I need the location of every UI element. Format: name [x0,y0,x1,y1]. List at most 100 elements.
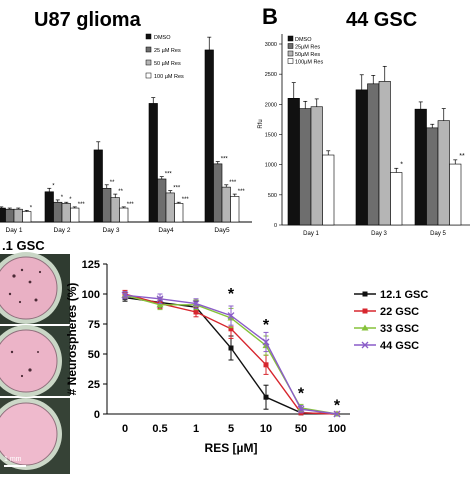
bar [102,187,112,223]
bar [221,186,231,223]
bar [110,197,120,223]
bar [70,207,80,223]
significance-star: * [298,385,305,402]
bar [157,178,167,223]
significance-mark: * [69,197,72,203]
bar [148,103,158,223]
bar [5,208,15,223]
bar [61,203,71,223]
data-point [156,301,164,308]
x-tick-label: 0.5 [152,423,167,435]
panel-d-y-label: # Neurospheres (%) [65,283,79,396]
legend-label: 33 GSC [380,323,419,335]
bar [204,49,214,223]
significance-mark: *** [221,157,229,163]
scale-bar-label: 1 mm [4,456,22,463]
significance-mark: *** [127,202,135,208]
y-tick-label: 2500 [265,72,277,78]
panel-d-x-label: RES [µM] [205,441,258,455]
bar [93,149,103,223]
x-tick-label: Day 3 [371,231,387,237]
x-tick-label: Day5 [214,227,230,234]
dish-image-2 [0,325,70,397]
legend-label: 12.1 GSC [380,289,428,301]
x-tick-label: 100 [328,423,346,435]
significance-mark: ** [118,189,123,195]
bar [310,106,323,226]
panel-b-y-ticks: 0 500 1000 1500 2000 2500 3000 [265,42,282,229]
significance-star: * [228,286,235,303]
significance-mark: *** [173,186,181,192]
y-tick-label: 125 [82,259,100,271]
panel-b-y-label: Rfu [258,119,264,128]
panel-d-legend: 12.1 GSC 22 GSC 33 GSC 44 GSC [354,289,428,352]
x-tick-label: Day 3 [103,227,120,234]
data-point [333,410,341,418]
y-tick-label: 0 [274,223,277,229]
x-tick-label: Day 1 [303,231,319,237]
panel-a-title: U87 glioma [34,9,142,31]
x-tick-label: 5 [228,423,234,435]
x-tick-label: 50 [295,423,307,435]
legend-label: DMSO [154,35,171,41]
panel-d: # Neurospheres (%) RES [µM] 025507510012… [65,259,428,455]
panel-c-images: .1 GSC 1 mm [0,238,70,474]
y-tick-label: 50 [88,349,100,361]
panel-d-series [121,289,341,418]
significance-mark: * [61,195,64,201]
bar [13,208,23,223]
dish-image-1 [0,252,70,324]
legend-label: 100µM Res [295,60,323,66]
data-point [193,309,199,315]
data-point [121,291,129,299]
bar [165,192,175,223]
bar [449,163,462,226]
bar [230,196,240,223]
bar [287,98,300,226]
data-point [263,362,269,368]
x-tick-label: Day4 [158,227,174,234]
legend-swatch [287,35,294,42]
x-tick-label: 1 [193,423,199,435]
bar [44,191,54,223]
bar [367,83,380,226]
panel-a-legend: DMSO 25 µM Res 50 µM Res 100 µM Res [145,33,184,80]
legend-label: 25µM Res [295,45,320,51]
bar [426,127,439,226]
data-point [297,405,305,413]
legend-label: 44 GSC [380,340,419,352]
panel-b-title: 44 GSC [346,9,417,31]
legend-label: 22 GSC [380,306,419,318]
y-tick-label: 75 [88,319,100,331]
data-point [156,295,164,303]
significance-mark: * [30,205,33,211]
legend-label: 25 µM Res [154,48,181,54]
x-tick-label: Day 5 [430,231,446,237]
dish-image-3 [0,398,70,474]
legend-swatch [145,72,152,79]
legend-marker [362,291,368,297]
significance-mark: *** [182,197,190,203]
legend-swatch [287,58,294,64]
legend-label: 50µM Res [295,52,320,58]
panel-b-bars: *** [287,65,465,226]
panel-a-x-tick-labels: Day 1 Day 2 Day 3 Day4 Day5 [6,227,230,234]
significance-mark: *** [78,202,86,208]
panel-a: U87 glioma *** **************************… [0,9,252,234]
legend-swatch [287,50,294,57]
significance-mark: *** [238,189,246,195]
y-tick-label: 500 [268,193,277,199]
significance-star: * [334,397,341,414]
bar [174,203,184,223]
bar [414,108,427,226]
x-tick-label: Day 2 [54,227,71,234]
data-point [228,326,234,332]
legend-label: 100 µM Res [154,74,184,80]
legend-swatch [145,33,152,40]
x-tick-label: 0 [122,423,128,435]
bar [22,211,32,223]
legend-marker [362,308,368,314]
